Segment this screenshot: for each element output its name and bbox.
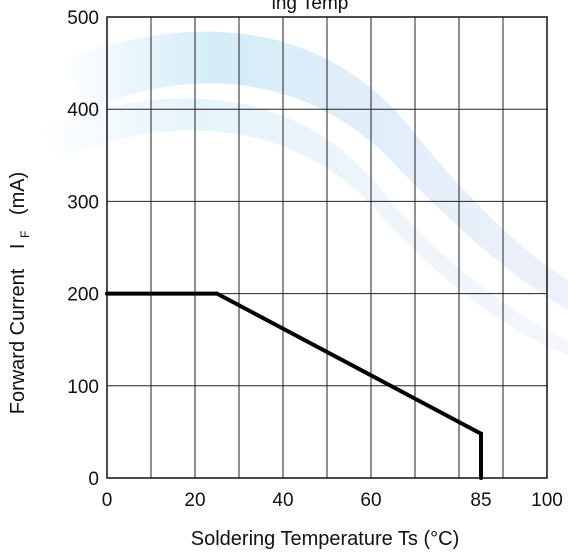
y-axis-title: Forward Current I F (mA) <box>7 172 34 415</box>
curve-point <box>479 431 483 436</box>
x-tick-label: 0 <box>102 490 113 511</box>
watermark-swoosh <box>40 31 568 355</box>
y-tick-label: 500 <box>67 8 99 29</box>
x-tick-label: 20 <box>184 490 205 511</box>
y-tick-labels: 0 100 200 300 400 500 <box>67 8 99 490</box>
curve-point <box>215 291 219 296</box>
y-axis-title-subscript: F <box>18 231 32 238</box>
y-axis-title-prefix: Forward Current <box>7 268 29 414</box>
y-tick-label: 0 <box>88 469 99 490</box>
chart-title: ing Temp <box>272 0 349 14</box>
plot-grid <box>107 17 547 478</box>
x-tick-label: 40 <box>272 490 293 511</box>
y-axis-title-unit: (mA) <box>7 172 29 215</box>
derating-curve <box>107 291 483 478</box>
x-axis-title: Soldering Temperature Ts (°C) <box>191 528 460 550</box>
x-tick-label: 85 <box>470 490 491 511</box>
y-tick-label: 300 <box>67 192 99 213</box>
curve-point <box>105 291 109 296</box>
x-tick-labels: 0 20 40 60 85 100 <box>102 490 563 511</box>
y-tick-label: 400 <box>67 100 99 121</box>
y-tick-label: 100 <box>67 377 99 398</box>
curve-point <box>479 476 483 480</box>
plot-frame <box>106 16 548 479</box>
y-axis-title-symbol: I <box>7 244 29 250</box>
x-tick-label: 100 <box>531 490 563 511</box>
x-tick-label: 60 <box>360 490 381 511</box>
curve-layer <box>105 291 483 480</box>
y-tick-label: 200 <box>67 285 99 306</box>
